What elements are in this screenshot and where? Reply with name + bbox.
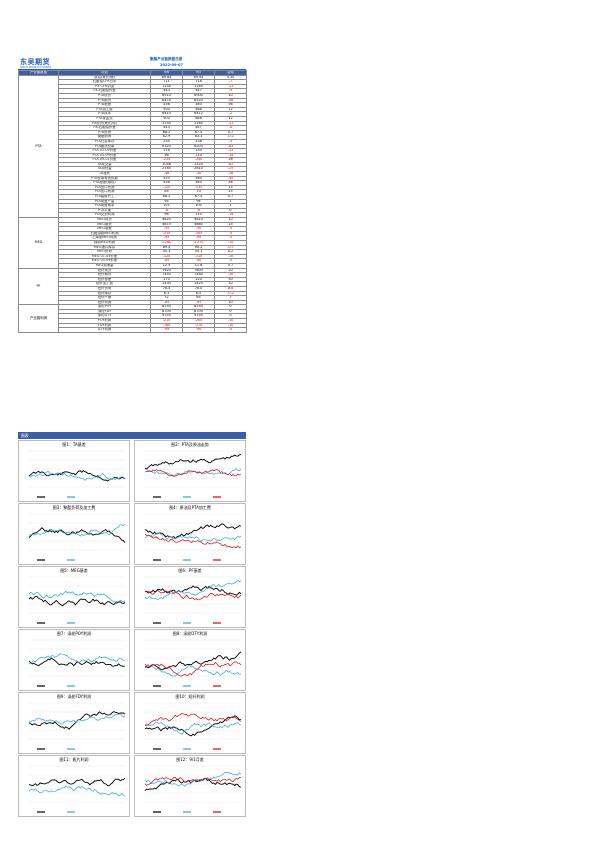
chart-title: 图6：PF基差 (178, 568, 202, 573)
chart-title: 图7：涤纶POY利润 (56, 631, 92, 636)
series-line (144, 651, 242, 671)
series-line (28, 785, 126, 797)
company-logo-sub: SOOCHOW FUTURES (20, 65, 52, 69)
chart-title: 图12：9/1月差 (176, 757, 204, 762)
value-cell: -95 (150, 327, 183, 333)
series-line (28, 470, 126, 481)
table-row: PTA成本 6410 6412 -2 (19, 111, 247, 117)
chart-title: 图9：涤纶FDY利润 (56, 694, 92, 699)
data-table: 产业链数据 项目 9/6 9/5 变动 PTA 原油(美元/桶) 89.84 89.54 0.30… (18, 70, 247, 333)
chart-panel: 图2：PTA及原油走势 (134, 440, 246, 502)
chart-title: 图2：PTA及原油走势 (171, 442, 209, 447)
chart-plot (28, 513, 126, 561)
chart-panel: 图6：PF基差 (134, 566, 246, 628)
chart-panel: 图1：TA基差 (18, 440, 130, 502)
chart-title: 图1：TA基差 (62, 442, 86, 447)
chart-panel: 图11：瓶片利润 (18, 755, 130, 817)
value-cell: -5 (214, 327, 247, 333)
chart-plot (144, 765, 242, 813)
value-cell: -90 (182, 327, 215, 333)
chart-panel: 图12：9/1月差 (134, 755, 246, 817)
category-cell: MEG (18, 217, 59, 269)
report-date: 2022-09-07 (160, 63, 183, 67)
series-line (144, 467, 242, 477)
table-row: DTY利润 -95 -90 -5 (19, 327, 247, 333)
chart-panel: 图10：短纤利润 (134, 692, 246, 754)
series-line (144, 469, 242, 477)
series-line (144, 533, 242, 549)
category-cell: PTA (18, 74, 59, 219)
series-line (144, 580, 242, 600)
chart-plot (144, 576, 242, 624)
company-logo: 东吴期货 (20, 58, 50, 66)
category-cell: 产业链利润 (18, 304, 59, 333)
series-line (144, 777, 242, 786)
table-row: PTA 原油(美元/桶) 89.84 89.54 0.30 (18, 74, 247, 219)
series-line (28, 527, 126, 543)
series-line (144, 771, 242, 787)
chart-title: 图5：MEG基差 (60, 568, 88, 573)
category-cell: PF (18, 267, 59, 306)
charts-section-label: 图表 (18, 432, 246, 439)
chart-title: 图4：原油及PTA加工费 (169, 505, 211, 510)
series-line (28, 711, 126, 730)
chart-panel: 图3：聚酯负荷及加工费 (18, 503, 130, 565)
chart-plot (28, 639, 126, 687)
series-line (144, 453, 242, 470)
chart-panel: 图7：涤纶POY利润 (18, 629, 130, 691)
series-line (28, 657, 126, 667)
chart-title: 图3：聚酯负荷及加工费 (52, 505, 96, 510)
series-line (144, 661, 242, 677)
series-line (28, 596, 126, 607)
series-line (28, 713, 125, 725)
chart-panel: 图8：涤纶DTY利润 (134, 629, 246, 691)
report-header: 东吴期货 SOOCHOW FUTURES 聚酯产业链数据日报 2022-09-0… (18, 56, 246, 70)
chart-plot (28, 576, 126, 624)
series-line (28, 590, 126, 603)
chart-plot (28, 450, 126, 498)
header-divider (18, 69, 246, 70)
chart-plot (144, 450, 242, 498)
item-cell: DTY利润 (58, 327, 151, 333)
chart-title: 图10：短纤利润 (175, 694, 205, 699)
chart-plot (28, 765, 126, 813)
chart-plot (28, 702, 126, 750)
series-line (144, 665, 242, 677)
series-line (144, 713, 242, 727)
series-line (28, 523, 126, 537)
series-line (144, 721, 242, 735)
series-line (144, 532, 242, 542)
report-title: 聚酯产业链数据日报 (150, 57, 183, 61)
chart-panel: 图5：MEG基差 (18, 566, 130, 628)
series-line (144, 778, 242, 792)
series-line (28, 653, 126, 665)
series-line (144, 585, 242, 596)
report-sheet: 东吴期货 SOOCHOW FUTURES 聚酯产业链数据日报 2022-09-0… (18, 56, 247, 817)
chart-plot (144, 513, 242, 561)
chart-plot (144, 702, 242, 750)
chart-title: 图11：瓶片利润 (59, 757, 89, 762)
series-line (28, 777, 126, 787)
chart-title: 图8：涤纶DTY利润 (172, 631, 208, 636)
chart-panel: 图4：原油及PTA加工费 (134, 503, 246, 565)
series-line (144, 589, 242, 601)
series-line (144, 523, 242, 540)
chart-plot (144, 639, 242, 687)
chart-panel: 图9：涤纶FDY利润 (18, 692, 130, 754)
